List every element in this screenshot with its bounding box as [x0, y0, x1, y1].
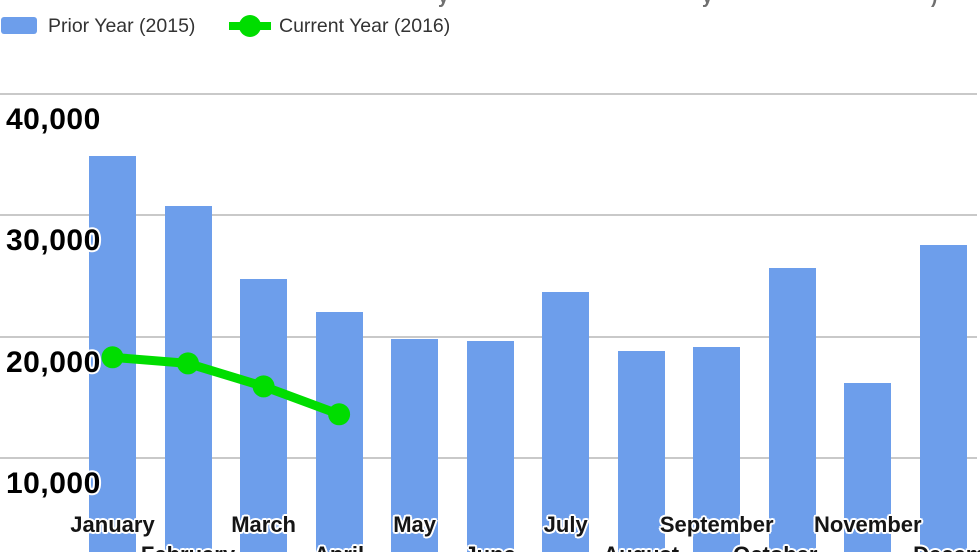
- bar-october: [768, 267, 816, 552]
- x-label-august: August: [603, 543, 679, 552]
- bar-september: [693, 347, 741, 552]
- bar-april: [315, 312, 363, 552]
- legend-bar-swatch-icon: [1, 17, 37, 34]
- legend-label-current-year: Current Year (2016): [279, 15, 451, 37]
- bar-february: [164, 205, 212, 552]
- bar-august: [617, 351, 665, 552]
- x-label-january: January: [70, 512, 155, 537]
- bar-december: [919, 244, 967, 552]
- cropped-title-fragment: y: [438, 0, 449, 9]
- gridline-20000: [0, 335, 977, 338]
- bar-july: [542, 291, 590, 552]
- gridline-40000: [0, 93, 977, 96]
- x-label-november: November: [814, 512, 922, 537]
- x-label-may: May: [393, 512, 436, 537]
- bar-june: [466, 340, 514, 552]
- x-label-july: July: [543, 512, 588, 537]
- bar-may: [391, 339, 439, 552]
- x-label-april: April: [314, 543, 364, 552]
- x-label-june: June: [464, 543, 515, 552]
- y-tick-label-20000: 20,000: [6, 345, 101, 379]
- bar-march: [240, 278, 288, 552]
- cropped-title-fragment: y: [702, 0, 713, 9]
- y-tick-label-40000: 40,000: [6, 103, 101, 137]
- legend-label-prior-year: Prior Year (2015): [48, 15, 196, 37]
- y-tick-label-10000: 10,000: [6, 467, 101, 500]
- x-label-september: September: [659, 512, 774, 537]
- cropped-title-fragment: ): [931, 0, 937, 9]
- x-label-february: February: [141, 543, 235, 552]
- gridline-30000: [0, 214, 977, 217]
- bar-november: [844, 382, 892, 552]
- y-tick-label-30000: 30,000: [6, 224, 101, 258]
- x-label-december: December: [913, 543, 980, 552]
- x-label-march: March: [231, 512, 296, 537]
- legend-line-marker-icon: [229, 15, 271, 37]
- x-label-october: October: [733, 543, 817, 552]
